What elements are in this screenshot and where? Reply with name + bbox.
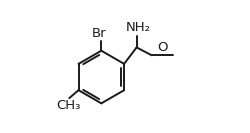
- Text: O: O: [158, 41, 168, 54]
- Text: NH₂: NH₂: [126, 21, 150, 34]
- Text: CH₃: CH₃: [56, 99, 80, 112]
- Text: Br: Br: [91, 27, 106, 40]
